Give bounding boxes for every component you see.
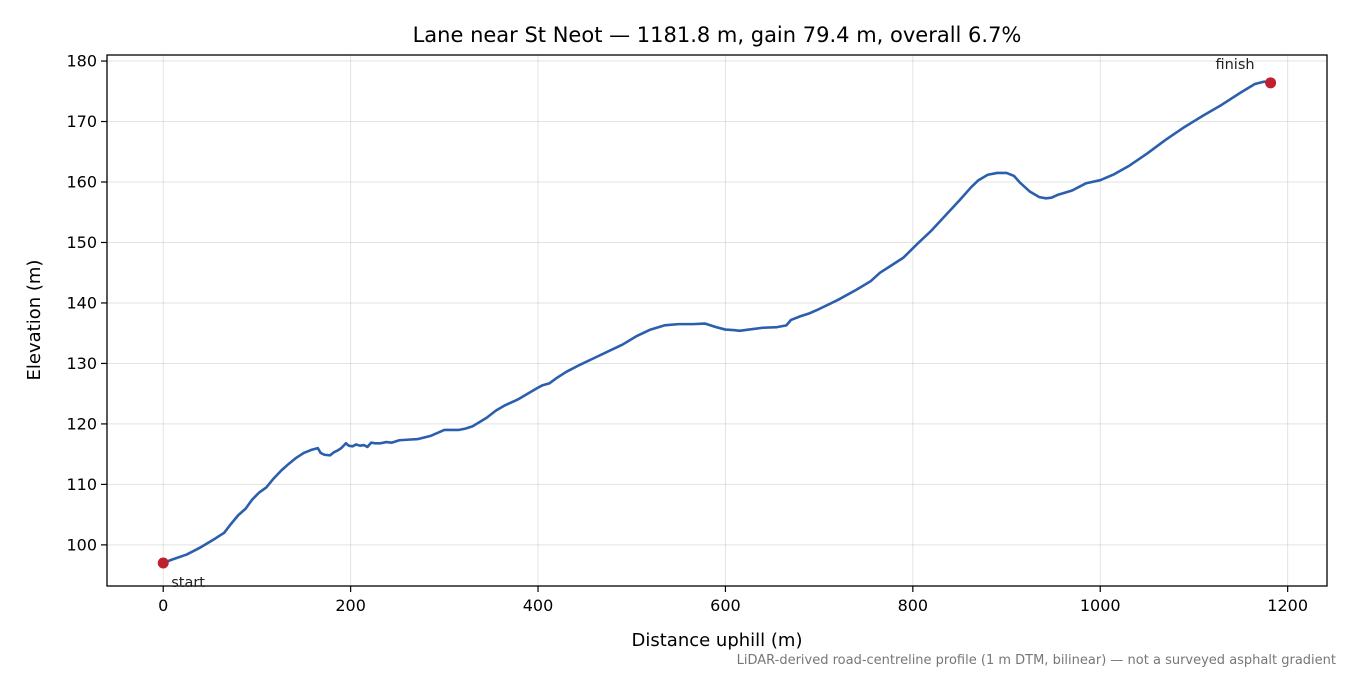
y-tick-label: 100 <box>66 535 97 554</box>
x-tick-label: 1000 <box>1080 596 1121 615</box>
x-axis-ticks: 0 200 400 600 800 1000 1200 <box>158 586 1308 615</box>
elevation-profile-line <box>161 80 1272 565</box>
x-tick-label: 600 <box>710 596 741 615</box>
y-tick-label: 130 <box>66 354 97 373</box>
x-tick-label: 0 <box>158 596 168 615</box>
chart-footnote: LiDAR-derived road-centreline profile (1… <box>737 653 1336 668</box>
y-tick-label: 120 <box>66 414 97 433</box>
y-tick-label: 110 <box>66 475 97 494</box>
plot-frame <box>106 54 1328 587</box>
x-tick-label: 1200 <box>1267 596 1308 615</box>
finish-marker <box>1265 77 1277 89</box>
start-marker <box>157 557 169 569</box>
grid-layer <box>107 55 1327 586</box>
series-layer <box>161 80 1272 565</box>
marker-layer <box>157 77 1277 569</box>
y-tick-label: 150 <box>66 233 97 252</box>
y-tick-label: 160 <box>66 173 97 192</box>
y-tick-label: 170 <box>66 112 97 131</box>
start-label: start <box>171 575 205 591</box>
finish-label: finish <box>1215 57 1254 73</box>
y-axis-label: Elevation (m) <box>24 260 45 381</box>
annotation-layer: start finish <box>171 57 1254 591</box>
y-axis-ticks: 100 110 120 130 140 150 160 170 180 <box>66 52 107 554</box>
y-tick-label: 140 <box>66 293 97 312</box>
x-tick-label: 800 <box>898 596 929 615</box>
x-axis-label: Distance uphill (m) <box>632 630 803 651</box>
x-tick-label: 400 <box>523 596 554 615</box>
chart-title: Lane near St Neot — 1181.8 m, gain 79.4 … <box>413 23 1022 47</box>
x-tick-label: 200 <box>335 596 366 615</box>
y-tick-label: 180 <box>66 52 97 71</box>
